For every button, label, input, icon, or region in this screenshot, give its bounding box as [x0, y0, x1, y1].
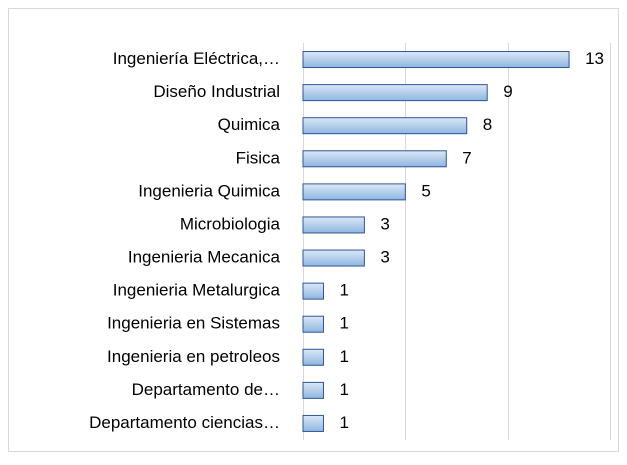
bar	[302, 84, 488, 102]
y-tick-label: Quimica	[218, 115, 281, 134]
data-label: 7	[462, 148, 471, 167]
data-label: 1	[339, 380, 348, 399]
bar	[302, 150, 447, 168]
y-tick-label: Ingenieria en Sistemas	[107, 314, 280, 333]
data-label: 5	[421, 181, 430, 200]
bar	[302, 315, 324, 333]
bar	[302, 117, 468, 135]
y-tick-label: Fisica	[236, 148, 281, 167]
bar	[302, 183, 406, 201]
y-tick-label: Diseño Industrial	[153, 82, 280, 101]
data-label: 1	[339, 281, 348, 300]
data-label: 1	[339, 413, 348, 432]
bar	[302, 249, 365, 267]
bar	[302, 348, 324, 366]
y-tick-label: Ingenieria Quimica	[138, 181, 280, 200]
data-label: 13	[585, 49, 604, 68]
data-label: 1	[339, 347, 348, 366]
bar	[302, 381, 324, 399]
bar	[302, 216, 365, 234]
data-label: 3	[380, 214, 389, 233]
data-label: 8	[483, 115, 492, 134]
y-tick-label: Microbiologia	[180, 214, 281, 233]
data-label: 9	[503, 82, 512, 101]
bar	[302, 51, 570, 69]
y-tick-label: Ingenieria Metalurgica	[113, 281, 281, 300]
y-tick-label: Ingenieria Mecanica	[128, 248, 281, 267]
bar	[302, 282, 324, 300]
y-tick-label: Departamento de…	[132, 380, 280, 399]
y-tick-label: Ingenieria en petroleos	[107, 347, 280, 366]
y-tick-label: Departamento ciencias…	[89, 413, 280, 432]
bar	[302, 414, 324, 432]
y-tick-label: Ingeniería Eléctrica,…	[113, 49, 280, 68]
data-label: 1	[339, 314, 348, 333]
data-label: 3	[380, 248, 389, 267]
